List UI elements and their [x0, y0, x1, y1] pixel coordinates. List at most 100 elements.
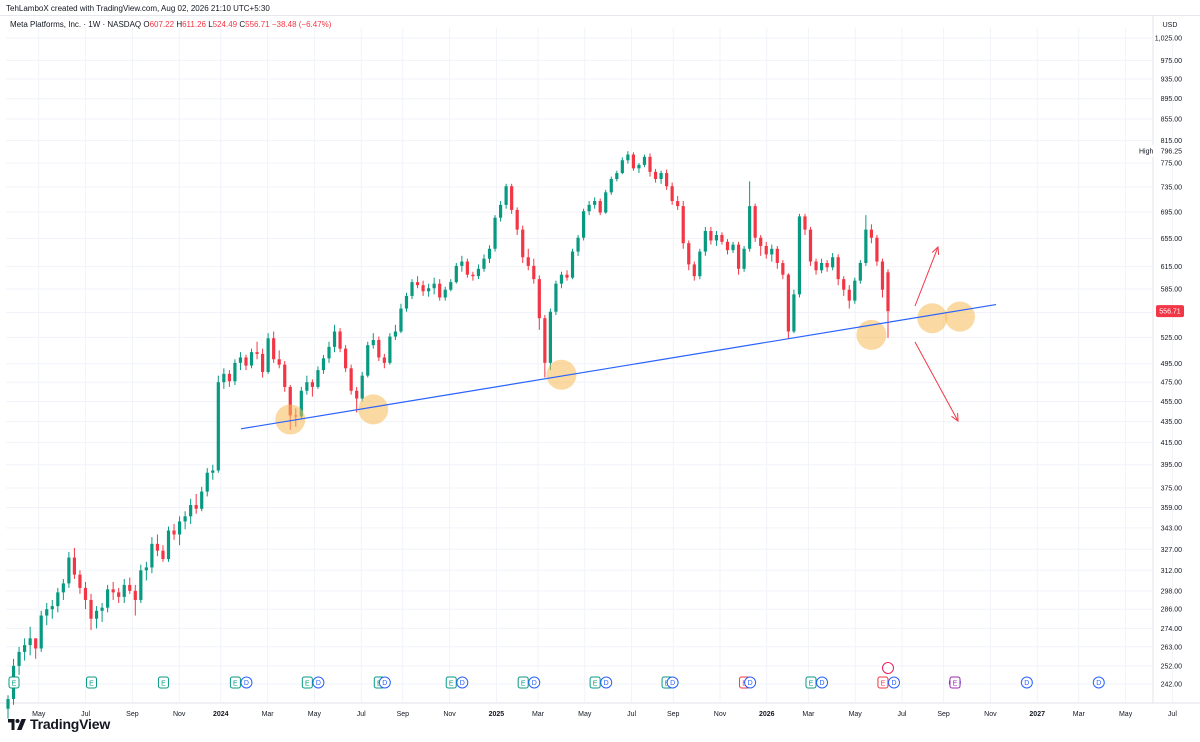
x-tick-label: May: [308, 711, 322, 718]
last-price-tag: 556.71: [1156, 305, 1184, 318]
dividend-marker[interactable]: D: [456, 676, 469, 689]
dividend-marker[interactable]: D: [666, 676, 679, 689]
earnings-marker[interactable]: E: [157, 676, 169, 689]
dividend-marker[interactable]: D: [816, 676, 829, 689]
earnings-marker[interactable]: E: [877, 676, 889, 689]
time-axis[interactable]: May Jul Sep Nov 2024 Mar May Jul Sep Nov 2025 Mar Ma…: [32, 711, 1177, 718]
candle-body: [360, 375, 364, 399]
dividend-marker[interactable]: D: [888, 676, 900, 689]
earnings-marker-box: [877, 676, 889, 689]
price-axis[interactable]: USD 1,025.00 975.00 935.00 895.00 855.00 815.0…: [1155, 22, 1182, 689]
candle-body: [853, 280, 857, 301]
symbol-legend: Meta Platforms, Inc. · 1W · NASDAQ O607.…: [10, 20, 331, 29]
x-tick-label: May: [849, 711, 863, 718]
candle-body: [133, 590, 137, 600]
candle-body: [277, 359, 281, 365]
candle-body: [565, 274, 569, 278]
candle-body: [476, 268, 481, 277]
dividend-marker[interactable]: D: [1092, 676, 1105, 689]
candle-body: [23, 645, 27, 652]
candle-body: [355, 390, 359, 399]
x-tick-label: Sep: [126, 711, 139, 718]
x-tick-label: Sep: [397, 711, 410, 718]
candle-body: [764, 245, 768, 255]
candle-body: [100, 607, 104, 611]
candle-body: [410, 282, 414, 296]
y-tick-label: 1,025.00: [1155, 36, 1182, 43]
earnings-marker[interactable]: E: [8, 676, 20, 689]
candle-body: [515, 209, 519, 230]
candle-body: [177, 521, 182, 535]
candle-body: [89, 599, 93, 619]
candle-body: [438, 283, 442, 298]
candle-body: [819, 262, 824, 271]
candle-body: [305, 382, 309, 391]
dividend-marker[interactable]: D: [528, 676, 541, 689]
x-tick-label: Sep: [667, 711, 680, 718]
split-event-icon[interactable]: [882, 662, 894, 674]
dividend-marker-circle: [312, 676, 325, 689]
candle-body: [205, 472, 209, 492]
y-tick-label: 359.00: [1161, 505, 1183, 512]
earnings-marker[interactable]: E: [517, 676, 529, 689]
earnings-marker[interactable]: E: [85, 676, 97, 689]
high-tag-label: High: [1139, 149, 1154, 156]
dividend-marker[interactable]: D: [312, 676, 325, 689]
y-tick-label: 395.00: [1161, 462, 1183, 469]
dividend-marker[interactable]: D: [744, 676, 757, 689]
upcoming-earnings-marker[interactable]: E: [949, 676, 961, 689]
high-value: 611.26: [182, 20, 206, 29]
candle-body: [825, 262, 829, 268]
symbol-name[interactable]: Meta Platforms, Inc. · 1W · NASDAQ: [10, 20, 142, 29]
candle-body: [720, 235, 724, 242]
candle-body: [742, 248, 746, 269]
candle-body: [39, 615, 43, 649]
tradingview-brand[interactable]: TradingView: [8, 716, 110, 732]
dividend-marker-label: D: [316, 680, 321, 687]
earnings-marker[interactable]: E: [445, 676, 457, 689]
candle-body: [449, 282, 453, 290]
earnings-marker[interactable]: E: [229, 676, 241, 689]
open-label: O: [143, 20, 150, 29]
candle-body: [17, 651, 21, 666]
x-tick-label: Mar: [1073, 711, 1086, 718]
earnings-marker[interactable]: E: [301, 676, 313, 689]
y-tick-label: 455.00: [1161, 399, 1183, 406]
candle-body: [144, 567, 148, 571]
arrow-shaft: [914, 246, 939, 307]
candle-body: [454, 265, 458, 283]
y-tick-label: 695.00: [1161, 209, 1183, 216]
candle-body: [831, 257, 835, 268]
candle-body: [227, 373, 231, 382]
candle-body: [272, 338, 276, 360]
dividend-marker[interactable]: D: [240, 676, 253, 689]
dividend-marker[interactable]: D: [1020, 676, 1033, 689]
candle-body: [255, 352, 259, 354]
low-label: L: [208, 20, 213, 29]
earnings-marker-label: E: [233, 681, 238, 688]
candle-body: [487, 248, 492, 259]
candle-body: [609, 178, 613, 193]
dividend-marker[interactable]: D: [378, 676, 391, 689]
candle-body: [875, 237, 879, 262]
y-tick-label: 286.00: [1161, 607, 1183, 614]
x-tick-label: Nov: [443, 711, 456, 718]
earnings-marker-label: E: [12, 681, 17, 688]
x-tick-label: Jul: [81, 711, 90, 718]
candle-body: [526, 257, 530, 266]
y-tick-label: 298.00: [1161, 588, 1183, 595]
earnings-marker[interactable]: E: [589, 676, 601, 689]
candle-body: [45, 609, 49, 616]
candle-body: [421, 285, 425, 292]
candle-body: [498, 204, 503, 218]
earnings-marker[interactable]: E: [805, 676, 817, 689]
candle-body: [631, 154, 636, 169]
x-tick-label: May: [1119, 711, 1133, 718]
earnings-marker-label: E: [593, 681, 598, 688]
earnings-marker-label: E: [809, 681, 814, 688]
candle-body: [687, 243, 691, 265]
candle-body: [266, 338, 270, 372]
dividend-marker[interactable]: D: [600, 676, 613, 689]
candle-body: [56, 592, 60, 607]
